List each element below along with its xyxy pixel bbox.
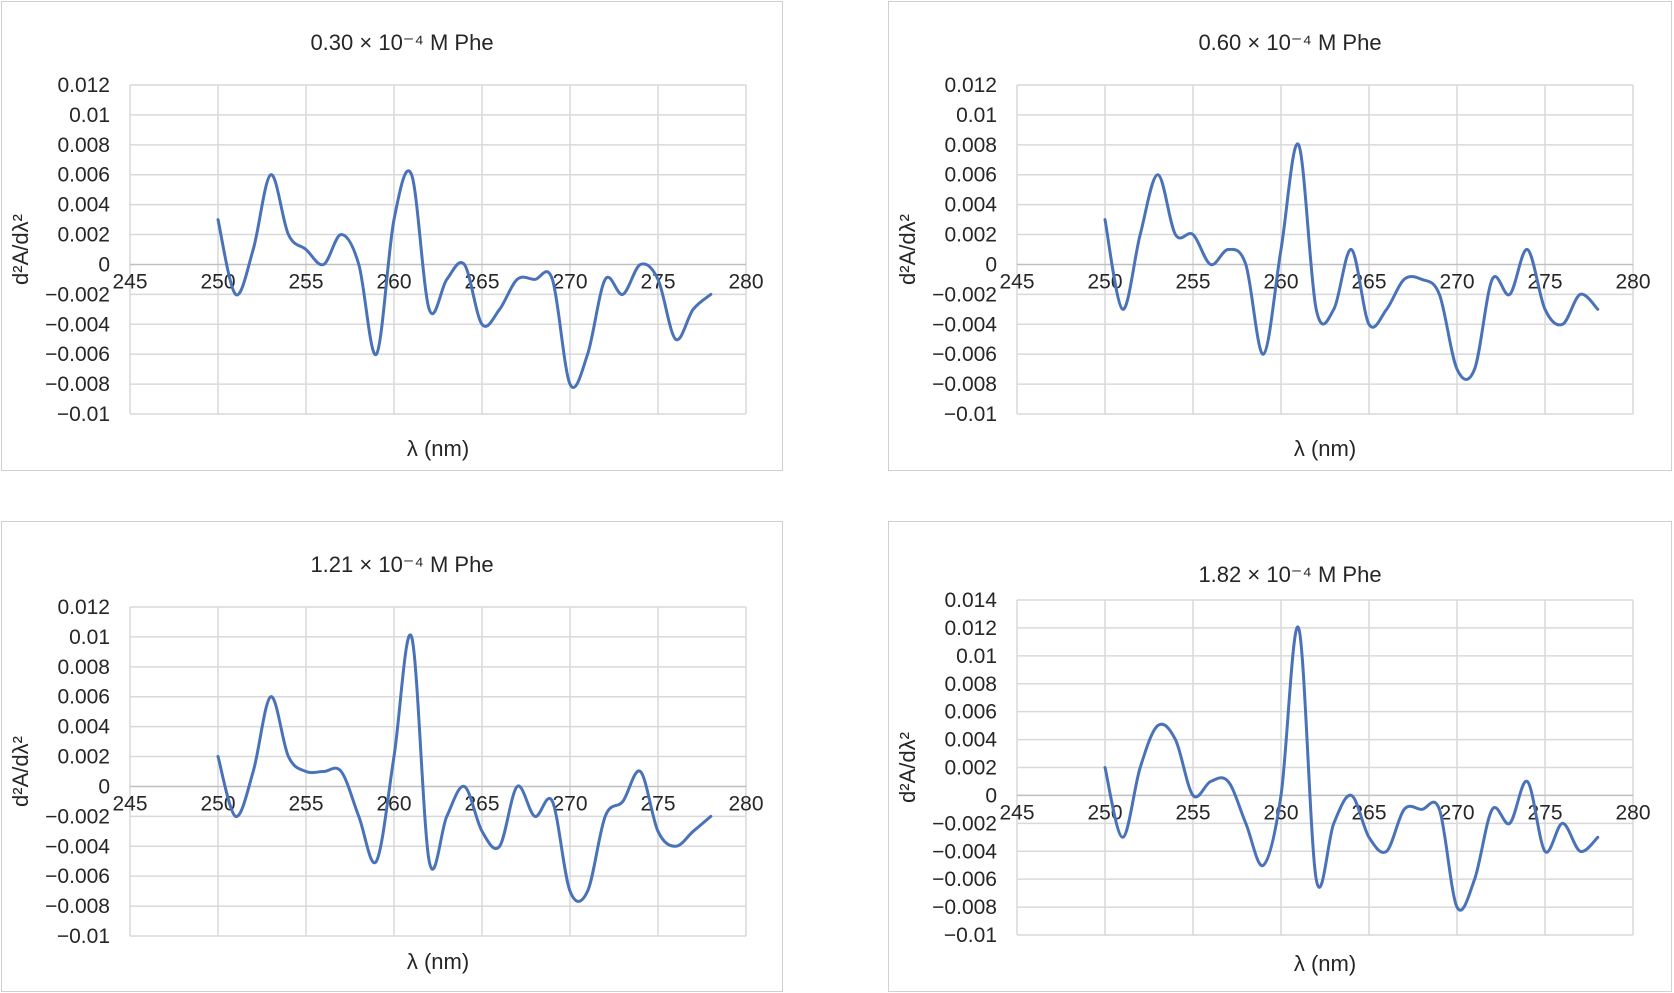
chart-3-x-tick-label: 280 (728, 792, 763, 815)
chart-1-y-axis-label: d²A/dλ² (8, 214, 33, 285)
chart-4-y-tick-label: −0.008 (932, 896, 997, 919)
chart-2-x-tick-label: 270 (1439, 270, 1474, 293)
chart-1-x-tick-label: 255 (288, 270, 323, 293)
chart-1-y-tick-label: −0.004 (45, 313, 110, 336)
chart-4-y-axis-label: d²A/dλ² (895, 732, 920, 803)
chart-3-y-tick-label: 0.01 (69, 626, 110, 649)
chart-2-x-tick-label: 245 (999, 270, 1034, 293)
chart-4-y-tick-label: 0.008 (944, 673, 997, 696)
chart-4-x-tick-label: 245 (999, 801, 1034, 824)
chart-1-y-tick-label: 0.01 (69, 104, 110, 127)
chart-3-series-line (216, 633, 713, 903)
chart-2-y-tick-label: −0.01 (944, 403, 997, 426)
chart-4-x-axis-label: λ (nm) (1294, 951, 1356, 976)
chart-3-x-tick-label: 260 (376, 792, 411, 815)
chart-1-y-tick-label: 0.006 (57, 164, 110, 187)
chart-1-y-tick-label: 0.012 (57, 74, 110, 97)
chart-4-x-tick-label: 255 (1175, 801, 1210, 824)
chart-1-x-tick-label: 245 (112, 270, 147, 293)
chart-2-y-tick-label: −0.004 (932, 313, 997, 336)
chart-3-y-tick-label: 0 (98, 775, 110, 798)
chart-2-title: 0.60 × 10⁻⁴ M Phe (1198, 30, 1381, 55)
chart-1-y-tick-label: −0.002 (45, 283, 110, 306)
chart-panel-2: 0.60 × 10⁻⁴ M Phe 0.012 0.01 0.008 0.006 0.00… (888, 1, 1672, 471)
chart-4-y-tick-label: 0 (985, 784, 997, 807)
chart-4-y-tick-label: 0.004 (944, 729, 997, 752)
chart-4-y-tick-label: −0.006 (932, 868, 997, 891)
chart-2-y-tick-label: −0.002 (932, 283, 997, 306)
chart-2-x-tick-label: 280 (1615, 270, 1650, 293)
chart-3-y-tick-label: 0.004 (57, 716, 110, 739)
chart-3-y-axis-label: d²A/dλ² (8, 736, 33, 807)
chart-2-y-tick-label: 0.012 (944, 74, 997, 97)
chart-4-y-tick-label: −0.004 (932, 840, 997, 863)
chart-2-y-tick-label: 0.006 (944, 164, 997, 187)
chart-2-x-tick-label: 260 (1263, 270, 1298, 293)
chart-2-x-axis-label: λ (nm) (1294, 436, 1356, 461)
chart-1-y-tick-label: −0.008 (45, 373, 110, 396)
chart-panel-3: 1.21 × 10⁻⁴ M Phe 0.012 0.01 0.008 0.006 0.00… (1, 521, 783, 992)
chart-3-x-tick-label: 245 (112, 792, 147, 815)
chart-4-x-tick-label: 270 (1439, 801, 1474, 824)
chart-2-y-tick-label: 0.004 (944, 194, 997, 217)
chart-3-y-tick-label: −0.004 (45, 835, 110, 858)
chart-2-y-tick-label: 0.002 (944, 224, 997, 247)
chart-2-x-tick-label: 255 (1175, 270, 1210, 293)
chart-4-y-tick-label: 0.014 (944, 589, 997, 612)
chart-1-series-line (216, 169, 713, 389)
chart-2-y-tick-label: 0 (985, 253, 997, 276)
chart-4-x-tick-label: 280 (1615, 801, 1650, 824)
chart-1-x-tick-label: 265 (464, 270, 499, 293)
chart-1-y-tick-label: 0.004 (57, 194, 110, 217)
chart-1-y-tick-label: 0.008 (57, 134, 110, 157)
chart-3-title: 1.21 × 10⁻⁴ M Phe (310, 552, 493, 577)
chart-1-x-tick-label: 280 (728, 270, 763, 293)
chart-2-x-tick-label: 275 (1527, 270, 1562, 293)
chart-1-y-tick-label: 0 (98, 253, 110, 276)
chart-1-x-tick-label: 250 (200, 270, 235, 293)
chart-2-y-tick-label: −0.006 (932, 343, 997, 366)
chart-1-y-tick-label: 0.002 (57, 224, 110, 247)
chart-svg-4: 1.82 × 10⁻⁴ M Phe 0.014 0.012 0.01 0.008 0.00… (895, 562, 1651, 976)
chart-2-y-tick-label: −0.008 (932, 373, 997, 396)
chart-3-x-tick-label: 275 (640, 792, 675, 815)
chart-4-y-tick-label: 0.006 (944, 701, 997, 724)
chart-3-y-tick-label: 0.008 (57, 656, 110, 679)
chart-panel-4: 1.82 × 10⁻⁴ M Phe 0.014 0.012 0.01 0.008 0.00… (888, 521, 1672, 992)
chart-1-title: 0.30 × 10⁻⁴ M Phe (310, 30, 493, 55)
chart-3-y-tick-label: −0.002 (45, 805, 110, 828)
chart-2-y-axis-label: d²A/dλ² (895, 214, 920, 285)
chart-2-series-line (1103, 142, 1600, 381)
chart-1-y-tick-label: −0.01 (57, 403, 110, 426)
chart-2-x-tick-label: 265 (1351, 270, 1386, 293)
chart-4-y-tick-label: 0.002 (944, 757, 997, 780)
chart-4-y-tick-label: −0.002 (932, 812, 997, 835)
chart-3-x-tick-label: 270 (552, 792, 587, 815)
chart-svg-2: 0.60 × 10⁻⁴ M Phe 0.012 0.01 0.008 0.006 0.00… (895, 30, 1651, 461)
chart-3-y-tick-label: −0.01 (57, 925, 110, 948)
chart-2-y-tick-label: 0.008 (944, 134, 997, 157)
chart-3-y-tick-label: −0.008 (45, 895, 110, 918)
chart-4-title: 1.82 × 10⁻⁴ M Phe (1198, 562, 1381, 587)
chart-4-x-tick-label: 260 (1263, 801, 1298, 824)
chart-4-y-tick-label: −0.01 (944, 924, 997, 947)
chart-svg-3: 1.21 × 10⁻⁴ M Phe 0.012 0.01 0.008 0.006 0.00… (8, 552, 764, 974)
chart-3-y-tick-label: −0.006 (45, 865, 110, 888)
chart-3-y-tick-label: 0.012 (57, 596, 110, 619)
chart-1-y-tick-label: −0.006 (45, 343, 110, 366)
chart-panel-1: 0.30 × 10⁻⁴ M Phe 0.012 0.01 0.008 0.006 0.00… (1, 1, 783, 471)
chart-1-x-tick-label: 260 (376, 270, 411, 293)
chart-2-y-tick-label: 0.01 (956, 104, 997, 127)
chart-3-x-tick-label: 255 (288, 792, 323, 815)
chart-svg-1: 0.30 × 10⁻⁴ M Phe 0.012 0.01 0.008 0.006 0.00… (8, 30, 764, 461)
chart-4-y-tick-label: 0.01 (956, 645, 997, 668)
chart-4-series-line (1103, 625, 1600, 912)
chart-1-x-axis-label: λ (nm) (407, 436, 469, 461)
chart-3-y-tick-label: 0.002 (57, 746, 110, 769)
chart-1-x-tick-label: 270 (552, 270, 587, 293)
chart-3-y-tick-label: 0.006 (57, 686, 110, 709)
chart-4-y-tick-label: 0.012 (944, 617, 997, 640)
chart-3-x-axis-label: λ (nm) (407, 949, 469, 974)
